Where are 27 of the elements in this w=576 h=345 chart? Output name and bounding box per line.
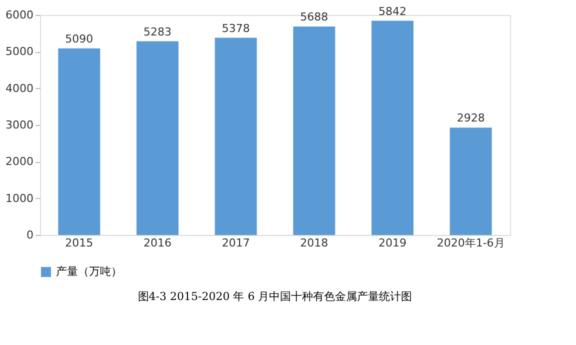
text: 图4-3 2015-2020 年 6 月中国十种有色金属产量统计图 (138, 290, 412, 303)
data-label: 5090 (65, 32, 94, 46)
y-tick-label: 3000 (6, 118, 34, 132)
x-tick-label: 2020年1-6月 (436, 236, 505, 250)
x-tick-label: 2019 (378, 236, 406, 250)
legend-label: 产量（万吨） (56, 265, 122, 278)
bar (58, 48, 100, 235)
bar (136, 41, 178, 235)
y-tick-label: 4000 (6, 82, 34, 95)
y-tick-label: 5000 (6, 45, 34, 58)
bar (214, 38, 257, 235)
x-tick-label: 2017 (222, 236, 250, 250)
data-label: 5283 (144, 25, 172, 38)
data-label: 2928 (456, 112, 485, 125)
bar (372, 20, 414, 235)
bar (450, 128, 492, 235)
data-label: 5688 (300, 10, 328, 24)
y-tick-label: 1000 (6, 192, 34, 205)
data-label: 5378 (222, 22, 250, 35)
y-tick-label: 6000 (6, 8, 34, 22)
x-tick-label: 2016 (144, 236, 172, 250)
bar (293, 26, 336, 235)
x-tick-label: 2015 (65, 236, 94, 250)
x-tick-label: 2018 (300, 236, 328, 250)
y-tick-label: 0 (26, 228, 34, 242)
data-label: 5842 (378, 4, 406, 18)
y-tick-label: 2000 (6, 155, 34, 168)
